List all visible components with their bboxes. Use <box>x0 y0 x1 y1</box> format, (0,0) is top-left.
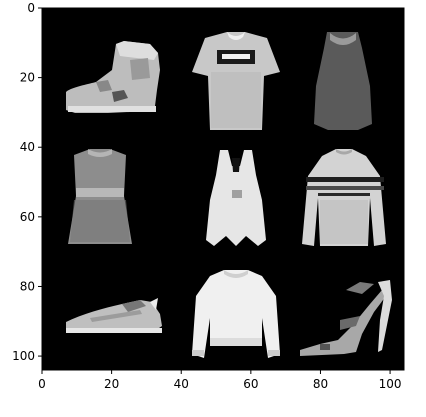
x-tick-label: 100 <box>379 377 402 391</box>
sneaker-icon <box>66 298 162 333</box>
pullover-icon <box>192 270 280 358</box>
dress-icon <box>68 149 132 244</box>
x-tick-label: 40 <box>174 377 189 391</box>
y-tick-label: 0 <box>27 1 35 15</box>
y-tick-label: 60 <box>20 210 35 224</box>
x-axis: 0 20 40 60 80 100 <box>38 370 402 391</box>
x-tick-label: 80 <box>313 377 328 391</box>
striped-sweater-icon <box>302 149 386 246</box>
plot-frame <box>41 7 405 371</box>
sandal-icon <box>300 280 392 356</box>
x-tick-label: 20 <box>104 377 119 391</box>
y-tick-label: 100 <box>12 349 35 363</box>
y-axis: 0 20 40 60 80 100 <box>12 1 42 363</box>
x-tick-label: 60 <box>243 377 258 391</box>
tank-top-icon <box>206 150 266 246</box>
tank-dress-icon <box>314 32 372 130</box>
x-tick-label: 0 <box>38 377 46 391</box>
y-tick-label: 80 <box>20 279 35 293</box>
y-tick-label: 20 <box>20 71 35 85</box>
y-tick-label: 40 <box>20 140 35 154</box>
ankle-boot-icon <box>66 41 160 113</box>
image-area <box>41 7 405 371</box>
t-shirt-icon <box>192 32 280 130</box>
